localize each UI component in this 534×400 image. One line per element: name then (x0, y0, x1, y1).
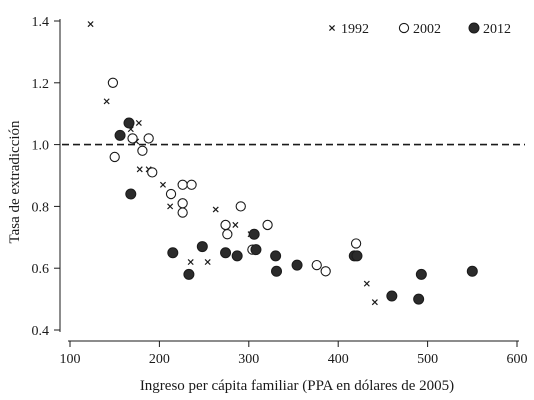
point-2012 (183, 268, 195, 280)
point-1992 (135, 119, 142, 126)
point-1992 (167, 203, 174, 210)
y-tick-label: 0.6 (32, 262, 50, 277)
point-2012 (248, 228, 260, 240)
legend-marker-2012 (468, 22, 480, 34)
point-2002 (186, 179, 197, 190)
legend-label-1992: 1992 (341, 22, 369, 37)
point-2002 (177, 179, 188, 190)
x-tick-label: 500 (417, 352, 438, 367)
point-2012 (123, 117, 135, 129)
point-1992 (159, 181, 167, 188)
x-tick-label: 400 (328, 352, 349, 367)
x-axis-label: Ingreso per cápita familiar (PPA en dóla… (140, 378, 454, 394)
point-2012 (386, 290, 398, 302)
point-2012 (415, 268, 427, 280)
point-2012 (167, 247, 179, 259)
point-2002 (350, 238, 362, 249)
point-1992 (232, 221, 239, 228)
x-tick-label: 300 (238, 352, 259, 367)
point-1992 (212, 206, 219, 213)
point-2012 (413, 293, 425, 305)
point-2012 (220, 247, 232, 259)
point-1992 (363, 280, 370, 287)
data-points (87, 21, 478, 306)
point-2012 (196, 241, 208, 253)
point-2012 (351, 250, 363, 262)
legend: 1992 2002 2012 (328, 22, 511, 37)
legend-label-2012: 2012 (483, 22, 511, 37)
point-1992 (187, 258, 194, 266)
y-axis-label: Tasa de extradicción (7, 120, 23, 244)
y-tick-label: 0.4 (32, 324, 50, 339)
point-2012 (250, 244, 262, 256)
point-2002 (177, 207, 188, 218)
point-1992 (136, 166, 143, 173)
legend-label-2002: 2002 (413, 22, 441, 37)
series-1992 (87, 21, 378, 306)
point-2012 (231, 250, 243, 262)
point-2002 (147, 167, 158, 178)
point-1992 (103, 98, 110, 105)
point-2002 (143, 133, 154, 144)
x-ticks: 100 200 300 400 500 600 (60, 341, 528, 367)
y-tick-label: 0.8 (32, 200, 50, 215)
series-2002 (107, 77, 362, 277)
y-ticks: 0.4 0.6 0.8 1.0 1.2 1.4 (32, 15, 60, 339)
y-tick-label: 1.2 (32, 77, 50, 92)
x-tick-label: 600 (507, 352, 528, 367)
point-2002 (137, 145, 148, 156)
axes: 100 200 300 400 500 600 0.4 0.6 0.8 1.0 1.2 1.4 (32, 15, 528, 367)
point-2012 (291, 259, 303, 271)
point-1992 (87, 21, 94, 28)
point-2012 (114, 129, 126, 141)
point-2012 (271, 265, 283, 277)
point-2002 (107, 77, 119, 88)
point-2002 (165, 188, 177, 200)
point-2002 (177, 198, 188, 209)
point-2002 (222, 229, 233, 240)
x-tick-label: 200 (149, 352, 170, 367)
y-tick-label: 1.4 (32, 15, 50, 30)
x-tick-label: 100 (60, 352, 81, 367)
legend-marker-1992 (328, 24, 336, 32)
point-2002 (320, 266, 331, 277)
point-2012 (125, 188, 137, 200)
point-1992 (371, 299, 378, 306)
point-2012 (466, 265, 478, 277)
point-2002 (127, 133, 138, 144)
point-2002 (109, 151, 120, 163)
point-2002 (311, 259, 322, 271)
point-2012 (270, 250, 282, 262)
legend-marker-2002 (398, 22, 410, 34)
point-2002 (220, 219, 231, 231)
series-2012 (114, 117, 478, 305)
point-1992 (204, 258, 211, 266)
point-2002 (262, 219, 273, 231)
y-tick-label: 1.0 (32, 139, 50, 154)
point-2002 (235, 201, 246, 212)
